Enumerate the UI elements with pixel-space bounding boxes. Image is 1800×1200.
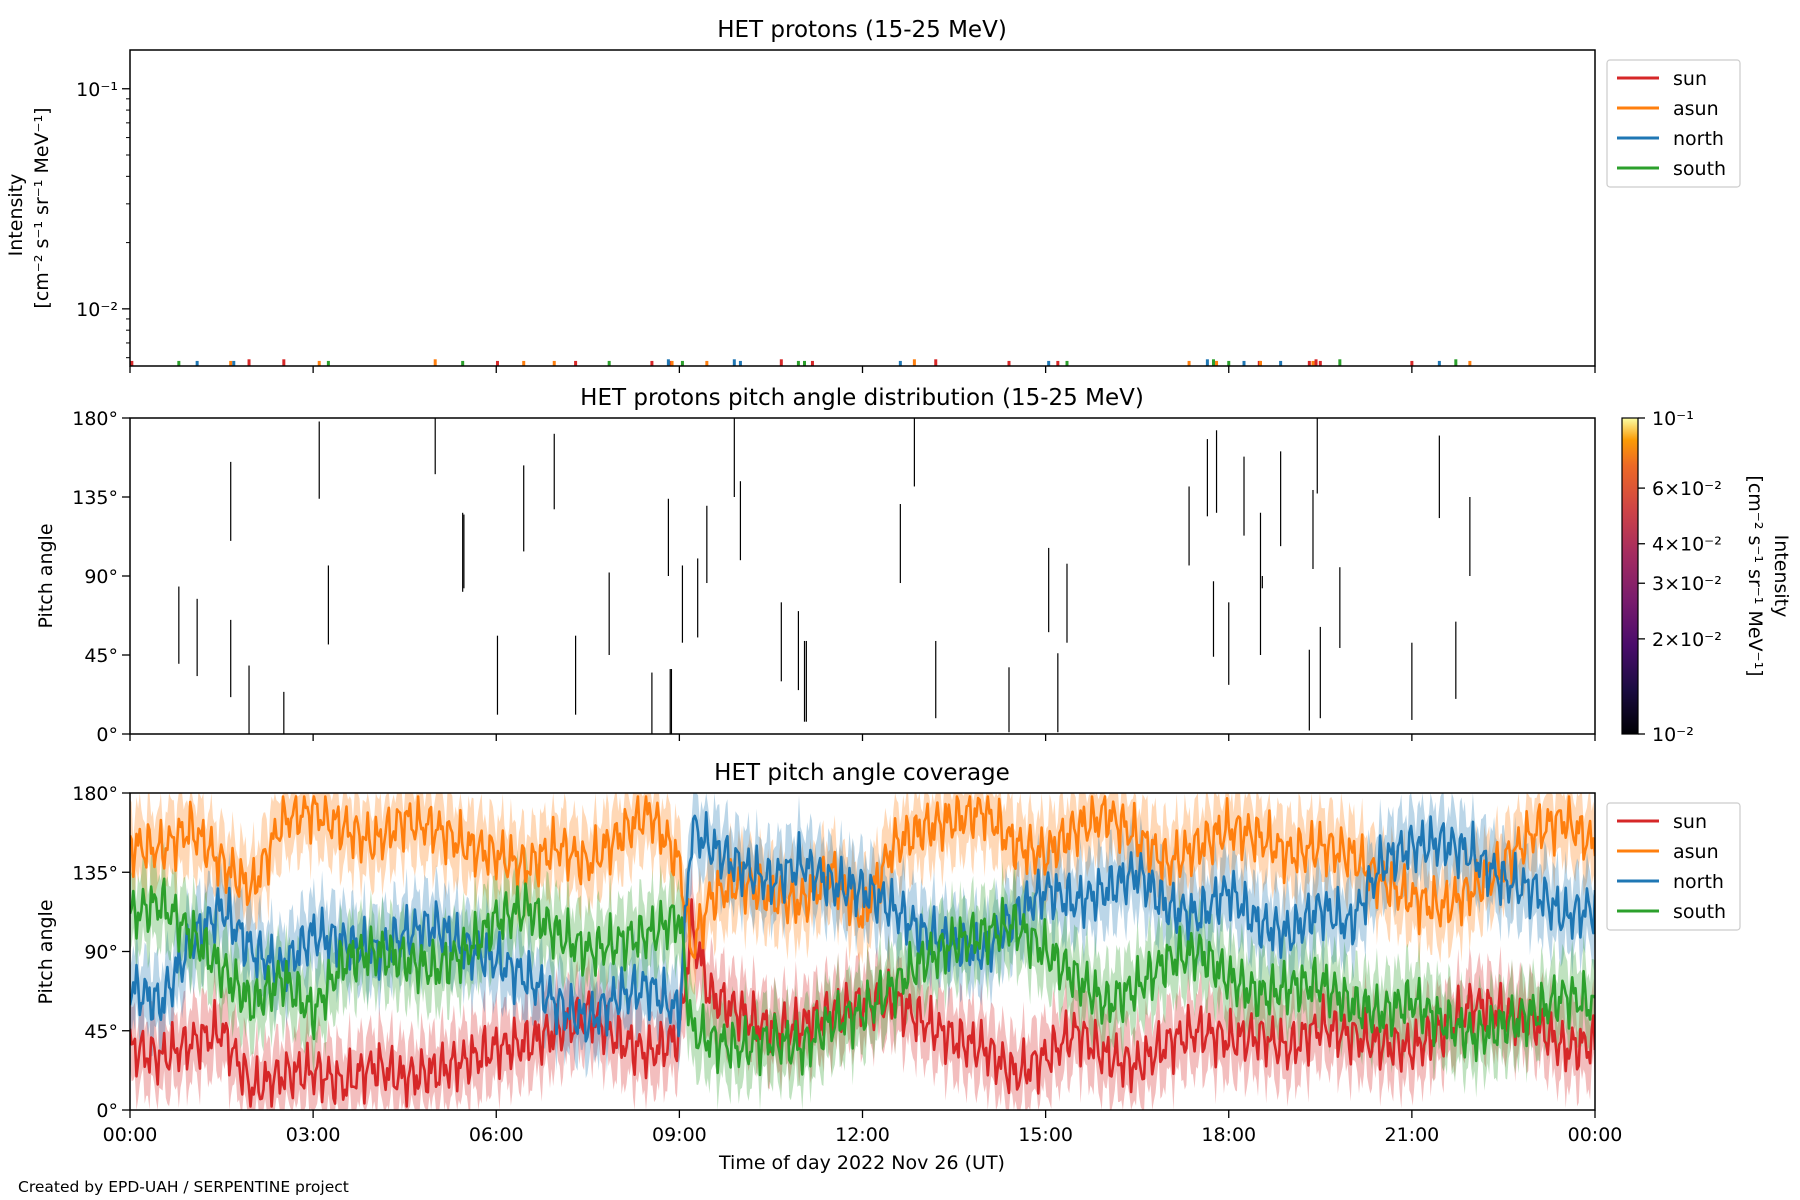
colorbar-tick-label: 4×10⁻²: [1652, 534, 1722, 556]
coverage-line-north: [130, 811, 1595, 1043]
coverage-line-asun: [130, 795, 1595, 960]
x-tick-label: 18:00: [1201, 1124, 1256, 1146]
panel-3-ytick-label: 45°: [84, 1021, 118, 1043]
colorbar-label-line2: [cm⁻² s⁻¹ sr⁻¹ MeV⁻¹]: [1744, 475, 1766, 676]
panel-3-title: HET pitch angle coverage: [714, 760, 1010, 786]
footer-credit: Created by EPD-UAH / SERPENTINE project: [18, 1178, 349, 1196]
panel-3-marks: [130, 793, 1595, 1110]
legend-1-box: [1606, 59, 1741, 188]
x-tick-label: 21:00: [1384, 1124, 1439, 1146]
panel-2-ytick-label: 180°: [72, 408, 118, 430]
panel-3-legend: sun asun north south: [1606, 802, 1741, 931]
x-axis: 00:00 03:00 06:00 09:00 12:00 15:00 18:00 21:00…: [103, 366, 1623, 1146]
x-tick-label: 03:00: [286, 1124, 341, 1146]
x-tick-label: 06:00: [469, 1124, 524, 1146]
x-tick-label: 00:00: [103, 1124, 158, 1146]
colorbar-ticks: 10⁻² 2×10⁻² 3×10⁻² 4×10⁻² 6×10⁻² 10⁻¹: [1638, 408, 1722, 746]
panel-1-y-axis: 10⁻² 10⁻¹: [76, 79, 130, 359]
coverage-line-south: [130, 877, 1595, 1077]
panel-2-marks: [178, 418, 1471, 734]
panel-1-legend: sun asun north south: [1606, 59, 1741, 188]
colorbar-tick-label: 10⁻¹: [1652, 408, 1694, 430]
legend-3-sun-label: sun: [1673, 811, 1707, 833]
x-tick-label: 12:00: [835, 1124, 890, 1146]
panel-1-title: HET protons (15-25 MeV): [717, 17, 1007, 43]
panel-2-ytick-label: 135°: [72, 487, 118, 509]
legend-3-box: [1606, 802, 1741, 931]
panel-2-ytick-label: 45°: [84, 645, 118, 667]
panel-2-frame: [129, 417, 1596, 735]
colorbar-tick-label: 2×10⁻²: [1652, 629, 1722, 651]
legend-3-asun-label: asun: [1673, 841, 1719, 863]
legend-3-north-label: north: [1673, 871, 1724, 893]
panel-1-ylabel-line2: [cm⁻² s⁻¹ sr⁻¹ MeV⁻¹]: [31, 107, 53, 308]
panel-1-marks: [130, 359, 1472, 366]
panel-1-frame: [129, 49, 1596, 367]
legend-1-south-label: south: [1673, 158, 1726, 180]
panel-3-ytick-label: 90°: [84, 942, 118, 964]
legend-3-south-label: south: [1673, 901, 1726, 923]
panel-3-ytick-label: 180°: [72, 783, 118, 805]
panel-2-title: HET protons pitch angle distribution (15…: [580, 385, 1144, 411]
panel-1-ylabel-line1: Intensity: [5, 174, 27, 257]
legend-1-asun-label: asun: [1673, 98, 1719, 120]
panel-intensity: HET protons (15-25 MeV) 10⁻² 10⁻¹ Intensi…: [5, 17, 1741, 367]
x-tick-label: 09:00: [652, 1124, 707, 1146]
panel-3-ytick-label: 135°: [72, 862, 118, 884]
panel-2-ytick-label: 0°: [96, 724, 118, 746]
colorbar-tick-label: 10⁻²: [1652, 724, 1694, 746]
panel-3-ytick-label: 0°: [96, 1100, 118, 1122]
panel-coverage: HET pitch angle coverage 0° 45° 90° 135° 180…: [35, 760, 1741, 1122]
panel-1-ytick-label: 10⁻²: [76, 299, 118, 321]
legend-1-north-label: north: [1673, 128, 1724, 150]
panel-3-y-axis: 0° 45° 90° 135° 180°: [72, 783, 130, 1122]
panel-2-y-axis: 0° 45° 90° 135° 180°: [72, 408, 130, 746]
panel-1-ytick-label: 10⁻¹: [76, 79, 118, 101]
panel-pitch-distribution: HET protons pitch angle distribution (15…: [35, 385, 1792, 746]
panel-3-ylabel: Pitch angle: [35, 899, 57, 1004]
colorbar-tick-label: 3×10⁻²: [1652, 573, 1722, 595]
coverage-band-north: [130, 793, 1595, 1079]
x-axis-label: Time of day 2022 Nov 26 (UT): [718, 1152, 1005, 1174]
legend-1-sun-label: sun: [1673, 68, 1707, 90]
colorbar: 10⁻² 2×10⁻² 3×10⁻² 4×10⁻² 6×10⁻² 10⁻¹ Intensi…: [1621, 408, 1792, 746]
panel-2-ylabel: Pitch angle: [35, 523, 57, 628]
x-tick-label: 00:00: [1568, 1124, 1623, 1146]
colorbar-label-line1: Intensity: [1770, 535, 1792, 618]
colorbar-tick-label: 6×10⁻²: [1652, 478, 1722, 500]
x-tick-label: 15:00: [1018, 1124, 1073, 1146]
colorbar-gradient: [1621, 417, 1639, 735]
panel-2-ytick-label: 90°: [84, 566, 118, 588]
